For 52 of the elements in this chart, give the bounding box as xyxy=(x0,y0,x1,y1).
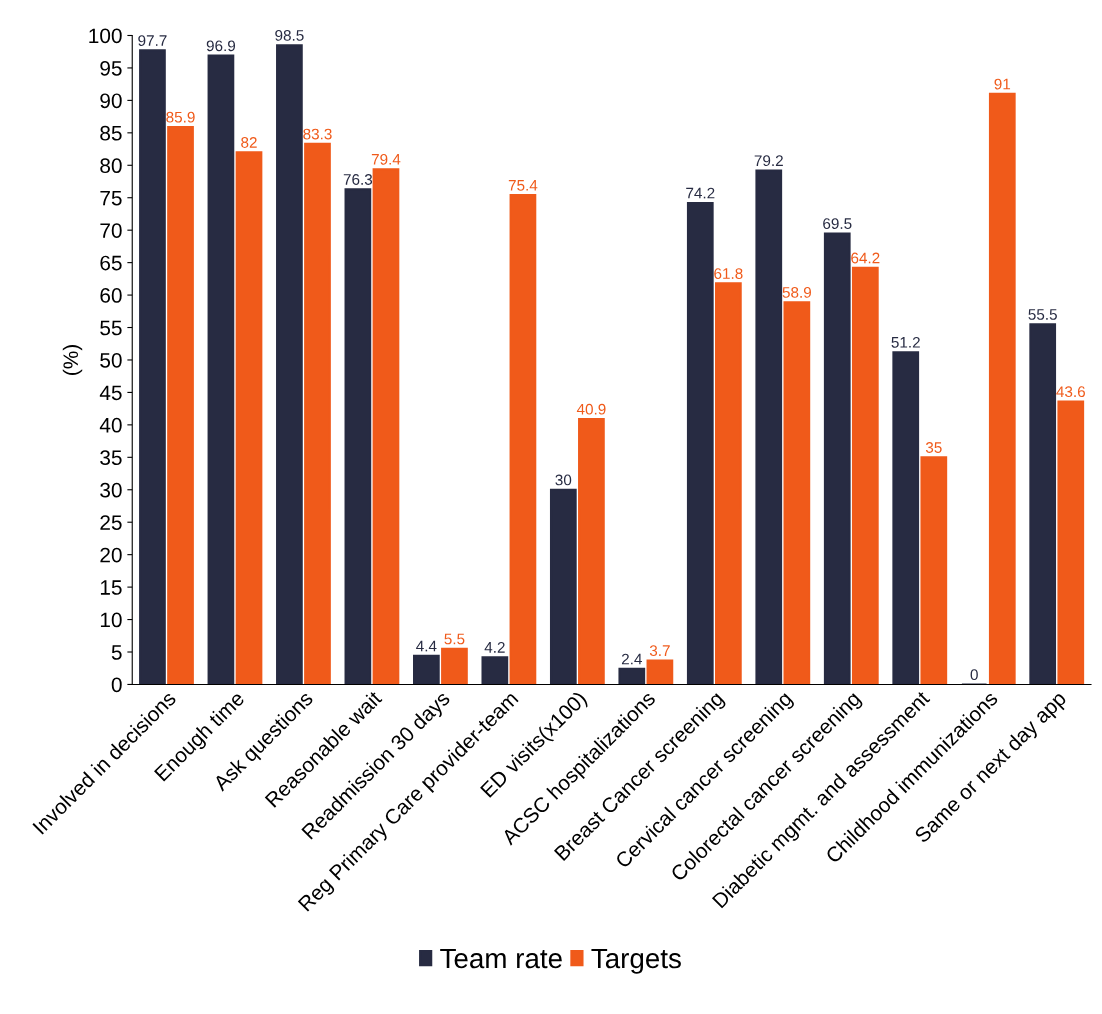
y-tick-label: 90 xyxy=(100,93,122,109)
data-label: 79.2 xyxy=(754,155,783,167)
data-label: 51.2 xyxy=(891,336,920,348)
y-tick-label: 15 xyxy=(100,580,122,595)
data-label: 85.9 xyxy=(166,111,195,123)
data-label: 61.8 xyxy=(714,268,743,279)
y-tick-label: 80 xyxy=(100,158,122,174)
data-label: 96.9 xyxy=(206,40,236,52)
legend-label: Team rate xyxy=(440,948,562,969)
data-label: 91 xyxy=(994,78,1011,90)
data-label: 2.4 xyxy=(621,653,642,665)
y-tick-label: 45 xyxy=(99,385,122,401)
y-tick-label: 40 xyxy=(99,417,122,433)
y-tick-label: 35 xyxy=(100,450,122,466)
y-tick-label: 75 xyxy=(100,190,122,206)
y-tick-label: 100 xyxy=(89,28,122,44)
data-label: 83.3 xyxy=(303,128,332,140)
data-label: 30 xyxy=(555,474,572,486)
y-tick-label: 85 xyxy=(100,125,122,141)
data-label: 5.5 xyxy=(444,633,465,645)
data-label: 35 xyxy=(925,442,942,453)
y-tick-label: 10 xyxy=(100,612,122,628)
data-label: 74.2 xyxy=(686,187,715,199)
y-tick-label: 55 xyxy=(100,320,122,336)
y-tick-label: 60 xyxy=(100,288,122,303)
data-label: 75.4 xyxy=(508,180,538,191)
data-label: 64.2 xyxy=(851,252,880,264)
y-tick-label: 95 xyxy=(100,60,122,76)
data-label: 40.9 xyxy=(576,403,606,415)
data-label: 4.2 xyxy=(484,641,505,653)
y-axis-title: (%) xyxy=(62,345,83,375)
data-label: 98.5 xyxy=(275,30,304,41)
y-tick-label: 70 xyxy=(100,223,122,238)
y-tick-label: 50 xyxy=(100,352,122,368)
data-label: 76.3 xyxy=(343,174,373,185)
data-label: 0 xyxy=(970,669,978,681)
data-label: 97.7 xyxy=(138,35,167,47)
data-label: 3.7 xyxy=(649,645,670,657)
legend-label: Targets xyxy=(591,948,681,974)
y-tick-label: 0 xyxy=(111,677,122,693)
y-tick-label: 20 xyxy=(100,547,122,563)
y-tick-label: 30 xyxy=(100,482,122,498)
data-label: 79.4 xyxy=(371,153,401,165)
data-label: 58.9 xyxy=(782,286,811,298)
data-label: 82 xyxy=(241,137,257,148)
data-label: 43.6 xyxy=(1056,386,1085,398)
data-label: 69.5 xyxy=(823,218,852,230)
data-label: 55.5 xyxy=(1028,309,1057,320)
y-tick-label: 25 xyxy=(100,515,122,530)
y-tick-label: 5 xyxy=(111,645,122,660)
data-label: 4.4 xyxy=(416,640,437,652)
y-tick-label: 65 xyxy=(100,255,122,271)
